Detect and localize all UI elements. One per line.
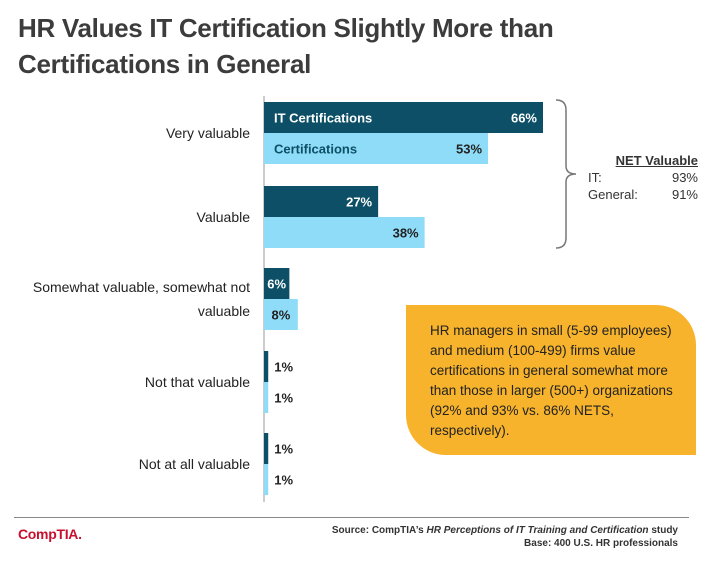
category-label: Somewhat valuable, somewhat not [33, 279, 250, 295]
source-title: HR Perceptions of IT Training and Certif… [426, 525, 649, 536]
net-bracket [555, 99, 577, 249]
bar-certifications [264, 464, 269, 495]
category-label: Not that valuable [145, 374, 250, 390]
series-name-label: Certifications [274, 142, 357, 157]
base-line: Base: 400 U.S. HR professionals [524, 538, 678, 549]
comptia-logo: CompTIA. [18, 526, 82, 542]
bar-certifications [264, 133, 489, 164]
bar-value-label: 1% [274, 391, 293, 406]
net-general-label: General: [588, 187, 638, 202]
category-label: Not at all valuable [139, 456, 251, 472]
bar-value-label: 38% [393, 226, 419, 241]
insight-callout: HR managers in small (5-99 employees) an… [406, 305, 696, 455]
bar-value-label: 8% [272, 308, 291, 323]
bar-value-label: 66% [511, 111, 537, 126]
bar-it-certifications [264, 351, 269, 382]
bar-it-certifications [264, 268, 290, 299]
source-line: Source: CompTIA’s HR Perceptions of IT T… [332, 524, 678, 537]
category-label: Valuable [197, 209, 251, 225]
net-it-label: IT: [588, 170, 602, 185]
bar-it-certifications [264, 433, 269, 464]
source-note: Source: CompTIA’s HR Perceptions of IT T… [332, 524, 678, 550]
bar-value-label: 1% [274, 442, 293, 457]
category-label: Very valuable [166, 125, 250, 141]
title-line-1: HR Values IT Certification Slightly More… [18, 13, 554, 43]
bar-value-label: 6% [267, 277, 286, 292]
bar-value-label: 27% [346, 195, 372, 210]
net-general-value: 91% [671, 187, 698, 202]
category-label: valuable [198, 303, 250, 319]
bar-certifications [264, 382, 269, 413]
footer-divider [14, 517, 689, 518]
bar-value-label: 1% [274, 360, 293, 375]
bar-value-label: 1% [274, 473, 293, 488]
net-it-value: 93% [671, 170, 698, 185]
chart-title: HR Values IT Certification Slightly More… [18, 10, 618, 82]
source-prefix: Source: CompTIA’s [331, 525, 427, 536]
net-title: NET Valuable [615, 153, 698, 168]
bar-value-label: 53% [456, 142, 482, 157]
bar-certifications [264, 299, 298, 330]
net-row-it: IT: 93% [588, 169, 698, 186]
bar-it-certifications [264, 102, 543, 133]
source-suffix: study [648, 525, 678, 536]
series-name-label: IT Certifications [274, 111, 372, 126]
bar-it-certifications [264, 186, 379, 217]
net-valuable-box: NET Valuable IT: 93% General: 91% [588, 152, 698, 203]
bar-certifications [264, 217, 425, 248]
net-row-general: General: 91% [588, 186, 698, 203]
title-line-2: Certifications in General [18, 49, 312, 79]
